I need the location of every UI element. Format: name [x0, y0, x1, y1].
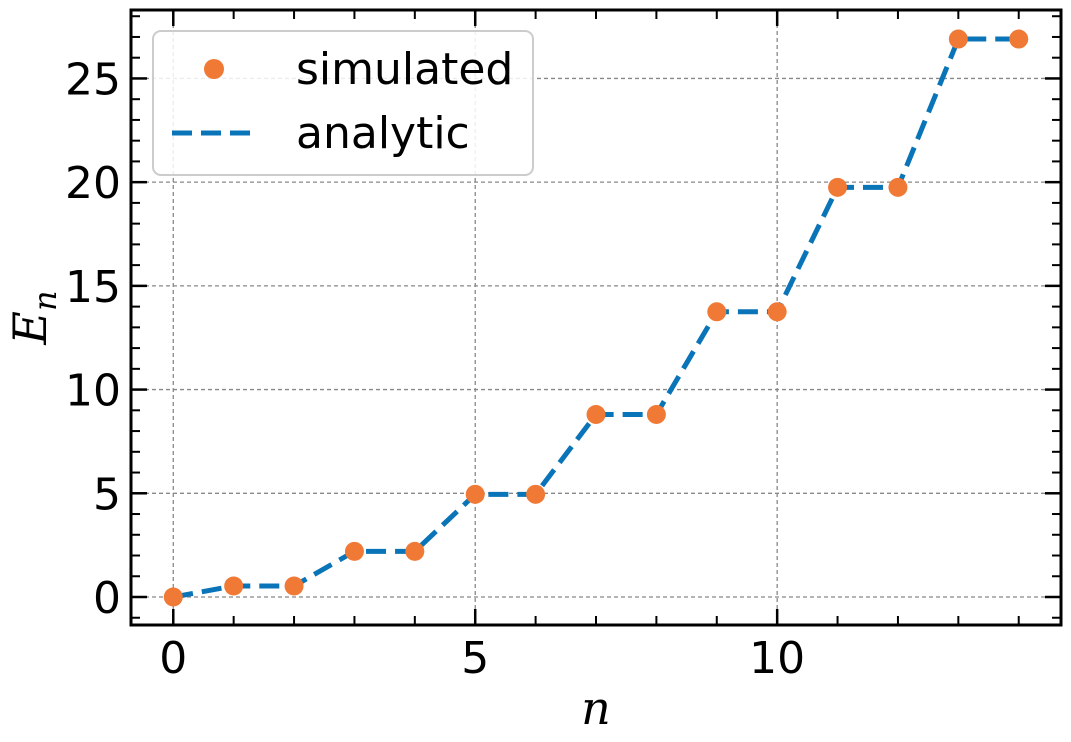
y-tick-label: 10: [65, 366, 121, 417]
simulated-point: [526, 484, 546, 504]
simulated-point: [1009, 29, 1029, 49]
y-tick-label: 15: [65, 262, 121, 313]
simulated-point: [344, 541, 364, 561]
simulated-point: [767, 302, 787, 322]
simulated-point: [163, 587, 183, 607]
simulated-series: [163, 29, 1029, 607]
legend: simulated analytic: [152, 30, 534, 176]
x-tick-label: 0: [159, 633, 187, 684]
x-axis-label: n: [581, 681, 611, 735]
y-axis-label-main: E: [3, 311, 57, 346]
simulated-point: [948, 29, 968, 49]
y-tick-label: 20: [65, 158, 121, 209]
simulated-point: [405, 541, 425, 561]
y-tick-label: 25: [65, 54, 121, 105]
simulated-point: [465, 484, 485, 504]
plot-frame: [129, 8, 1063, 627]
y-tick-label: 0: [93, 573, 121, 624]
legend-label-analytic: analytic: [296, 108, 470, 159]
simulated-point: [224, 576, 244, 596]
simulated-point: [707, 302, 727, 322]
y-axis-label-subscript: n: [26, 290, 64, 311]
legend-box: [152, 30, 534, 176]
y-tick-label: 5: [93, 469, 121, 520]
x-tick-label: 5: [461, 633, 489, 684]
simulated-point: [586, 404, 606, 424]
y-axis-label: En: [3, 290, 64, 345]
legend-label-simulated: simulated: [296, 44, 513, 95]
simulated-point: [828, 177, 848, 197]
simulated-point: [284, 576, 304, 596]
x-tick-label: 10: [749, 633, 805, 684]
simulated-point: [888, 177, 908, 197]
simulated-point: [646, 404, 666, 424]
legend-marker-simulated: [204, 59, 224, 79]
axis-tick-labels: 0 5 10 0 5 10 15 20 25: [65, 54, 805, 684]
